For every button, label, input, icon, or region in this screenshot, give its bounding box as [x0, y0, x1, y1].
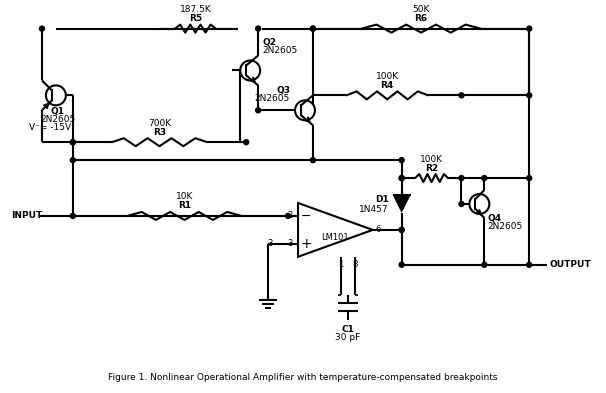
- Circle shape: [399, 228, 404, 232]
- Text: 8: 8: [352, 260, 358, 269]
- Text: Q1: Q1: [51, 107, 65, 116]
- Text: 10K: 10K: [176, 193, 193, 202]
- Text: 100K: 100K: [420, 154, 443, 163]
- Text: Figure 1. Nonlinear Operational Amplifier with temperature-compensated breakpoin: Figure 1. Nonlinear Operational Amplifie…: [108, 373, 498, 382]
- Circle shape: [70, 140, 75, 145]
- Text: 700K: 700K: [148, 119, 171, 128]
- Circle shape: [527, 262, 531, 267]
- Circle shape: [459, 202, 464, 206]
- Circle shape: [256, 26, 261, 31]
- Text: 3: 3: [268, 239, 273, 248]
- Circle shape: [459, 93, 464, 98]
- Circle shape: [459, 176, 464, 180]
- Polygon shape: [393, 195, 411, 213]
- Text: R2: R2: [425, 163, 438, 173]
- Text: INPUT: INPUT: [11, 211, 42, 220]
- Circle shape: [399, 158, 404, 163]
- Circle shape: [310, 158, 316, 163]
- Text: R1: R1: [178, 202, 191, 211]
- Text: 6: 6: [376, 225, 381, 234]
- Text: 100K: 100K: [376, 72, 399, 81]
- Text: 2N2605: 2N2605: [262, 46, 298, 55]
- Circle shape: [244, 140, 248, 145]
- Circle shape: [399, 262, 404, 267]
- Circle shape: [399, 176, 404, 180]
- Text: Q2: Q2: [262, 38, 276, 47]
- Text: −: −: [301, 209, 311, 222]
- Text: OUTPUT: OUTPUT: [549, 260, 591, 269]
- Text: 3: 3: [288, 239, 293, 248]
- Text: 1: 1: [338, 260, 344, 269]
- Text: 2N2605: 2N2605: [255, 94, 290, 103]
- Circle shape: [527, 176, 531, 180]
- Circle shape: [39, 26, 44, 31]
- Text: Q4: Q4: [487, 215, 502, 223]
- Circle shape: [70, 213, 75, 219]
- Circle shape: [70, 158, 75, 163]
- Text: 30 pF: 30 pF: [335, 333, 361, 342]
- Text: 187.5K: 187.5K: [179, 5, 211, 14]
- Text: R5: R5: [189, 14, 202, 23]
- Text: +: +: [300, 237, 312, 251]
- Circle shape: [482, 176, 487, 180]
- Circle shape: [482, 262, 487, 267]
- Text: V⁻= -15V: V⁻= -15V: [29, 123, 71, 132]
- Text: 2N2605: 2N2605: [40, 115, 76, 124]
- Text: 1N457: 1N457: [359, 206, 388, 215]
- Circle shape: [310, 26, 316, 31]
- Text: LM101: LM101: [321, 233, 348, 242]
- Circle shape: [310, 26, 316, 31]
- Text: Q3: Q3: [276, 86, 290, 95]
- Text: D1: D1: [375, 195, 388, 204]
- Circle shape: [399, 176, 404, 180]
- Text: C1: C1: [341, 325, 355, 334]
- Text: 2N2605: 2N2605: [487, 222, 522, 231]
- Text: R6: R6: [415, 14, 428, 23]
- Circle shape: [527, 26, 531, 31]
- Text: R4: R4: [381, 81, 394, 90]
- Circle shape: [285, 213, 290, 219]
- Text: 50K: 50K: [413, 5, 430, 14]
- Circle shape: [527, 93, 531, 98]
- Circle shape: [399, 228, 404, 232]
- Circle shape: [256, 108, 261, 113]
- Text: 2: 2: [288, 211, 293, 220]
- Text: R3: R3: [153, 128, 166, 137]
- Circle shape: [70, 140, 75, 145]
